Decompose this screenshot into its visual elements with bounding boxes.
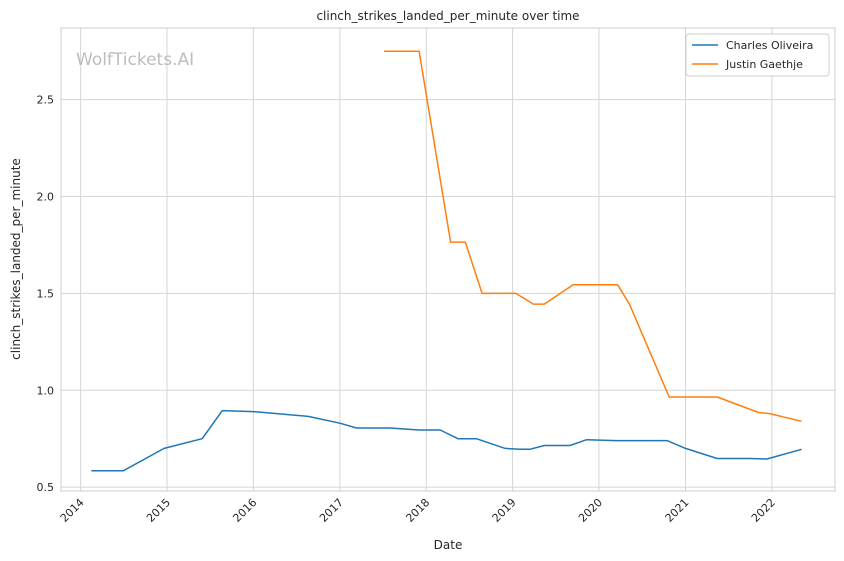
y-tick-label: 1.0 (37, 384, 55, 397)
y-axis-label: clinch_strikes_landed_per_minute (9, 158, 23, 360)
y-tick-label: 2.5 (37, 94, 55, 107)
legend: Charles Oliveira Justin Gaethje (685, 33, 830, 77)
series-line-charles-oliveira (91, 409, 802, 472)
legend-box (685, 33, 830, 77)
y-tick-label: 1.5 (37, 287, 55, 300)
y-tick-label: 0.5 (37, 481, 55, 494)
legend-label-charles-oliveira: Charles Oliveira (726, 39, 813, 52)
legend-label-justin-gaethje: Justin Gaethje (725, 58, 803, 71)
x-axis-label: Date (434, 538, 463, 552)
plot-area-frame (60, 27, 836, 492)
watermark-text: WolfTickets.AI (76, 50, 194, 70)
series-line-justin-gaethje (384, 50, 802, 423)
series-layer (91, 50, 802, 472)
y-tick-labels: 0.5 1.0 1.5 2.0 2.5 (37, 94, 55, 494)
chart-title: clinch_strikes_landed_per_minute over ti… (316, 9, 579, 23)
grid-layer (61, 28, 835, 491)
y-tick-label: 2.0 (37, 191, 55, 204)
